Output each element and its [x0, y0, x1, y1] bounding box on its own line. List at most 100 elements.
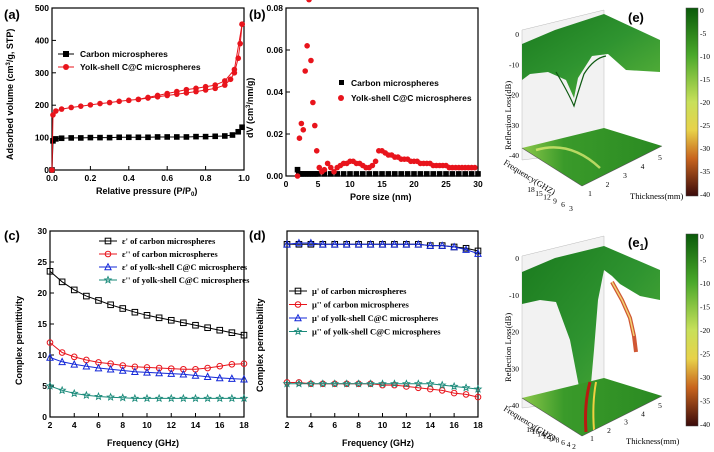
- series-line-c-3: [49, 357, 245, 380]
- data-point-a-2: [53, 108, 59, 114]
- frequency-tick-label-e: 9: [553, 196, 557, 205]
- colorbar-tick-label-e1: -10: [700, 279, 710, 288]
- data-point-d-1: [474, 247, 482, 255]
- data-point-b-1: [366, 171, 372, 177]
- data-point-b-2: [328, 164, 334, 171]
- data-point-d-4: [282, 379, 292, 388]
- data-point-a-1: [193, 133, 199, 140]
- data-point-c-1: [180, 319, 187, 327]
- data-point-d-4: [461, 383, 471, 392]
- data-point-b-1: [475, 171, 481, 177]
- data-point-b-1: [321, 171, 328, 177]
- data-point-b-2: [324, 160, 331, 167]
- data-point-b-1: [340, 171, 347, 177]
- data-point-c-3: [106, 364, 115, 373]
- data-point-c-4: [118, 393, 128, 402]
- x-axis-label-d: Frequency (GHz): [342, 438, 414, 448]
- legend-marker-d-3: [294, 313, 302, 322]
- data-point-c-1: [119, 305, 127, 312]
- z-ticks-e1: 0 -10 -20 -30 -40: [509, 254, 519, 410]
- data-point-c-3: [130, 367, 139, 376]
- data-point-d-2: [438, 387, 446, 394]
- data-point-c-3: [167, 369, 176, 377]
- frequency-tick-label-e1: 18: [526, 425, 534, 434]
- legend-marker-c-4: [103, 275, 113, 284]
- x-tick-label-c: 2: [48, 420, 53, 430]
- legend-d: μ' of carbon microspheres μ'' of carbon m…: [289, 286, 441, 337]
- data-point-d-2: [379, 381, 386, 389]
- data-point-a-1: [202, 133, 209, 140]
- data-point-a-2: [154, 93, 161, 100]
- data-point-c-3: [70, 359, 79, 368]
- series-line-c-4: [49, 385, 244, 399]
- data-point-c-1: [95, 297, 102, 304]
- data-point-a-2: [50, 112, 56, 118]
- x-axis-label-b: Pore size (nm): [350, 192, 412, 202]
- data-point-c-4: [227, 393, 237, 403]
- thickness-ticks-e: 1 2 3 4 5: [588, 153, 662, 198]
- x-tick-label-b: 5: [316, 179, 321, 189]
- data-point-a-2: [235, 55, 242, 62]
- data-point-c-1: [204, 324, 211, 332]
- data-point-c-3: [191, 371, 200, 379]
- data-point-b-1: [468, 171, 475, 177]
- data-point-a-2: [116, 98, 122, 105]
- data-point-c-2: [204, 364, 211, 372]
- data-point-a-1: [154, 134, 161, 140]
- colorbar-e1: [685, 233, 699, 427]
- colorbar-tick-label-e1: -25: [700, 350, 710, 359]
- series-line-c-1: [49, 270, 245, 336]
- data-point-a-2: [193, 88, 199, 95]
- panel-d: (d) 2 4 6 8 10 12 14 16 18 Frequency (GHz) Compl…: [249, 228, 483, 448]
- data-point-c-3: [58, 357, 67, 366]
- data-point-b-2: [321, 166, 328, 173]
- data-point-a-1: [68, 135, 74, 141]
- data-point-b-1: [462, 171, 468, 177]
- data-point-c-1: [228, 329, 236, 336]
- y-tick-label-c: 20: [38, 288, 48, 298]
- x-tick-label-d: 12: [402, 420, 412, 430]
- series-line-d-4: [287, 383, 479, 390]
- y-axis-label-b: dV (cm3/nm/g): [245, 78, 255, 138]
- y-tick-label-c: 25: [38, 257, 48, 267]
- data-point-b-2: [306, 0, 312, 3]
- data-point-d-3: [390, 239, 399, 248]
- data-point-d-4: [473, 384, 483, 393]
- data-point-d-3: [366, 239, 375, 248]
- data-point-b-1: [334, 171, 340, 177]
- legend-label-c-2: ε'' of carbon microspheres: [122, 249, 218, 259]
- z-axis-label-e: Reflection Loss(dB): [503, 81, 513, 150]
- axis-ticks-d: 2 4 6 8 10 12 14 16 18: [285, 413, 483, 430]
- y-tick-label-c: 30: [38, 226, 48, 236]
- data-point-b-1: [372, 171, 379, 177]
- data-point-b-1: [347, 171, 353, 177]
- panel-label-c: (c): [4, 228, 20, 243]
- data-point-c-2: [119, 362, 127, 369]
- data-point-c-4: [57, 385, 67, 395]
- data-point-a-1: [53, 136, 59, 142]
- frequency-tick-label-e1: 4: [567, 440, 571, 449]
- data-point-a-1: [222, 133, 228, 139]
- colorbar-tick-label-e1: -15: [700, 303, 710, 312]
- data-point-a-2: [68, 104, 74, 111]
- data-point-d-4: [306, 379, 316, 388]
- data-point-c-4: [106, 392, 116, 401]
- thickness-tick-label-e1: 2: [607, 426, 611, 435]
- x-tick-label-a: 0.0: [46, 173, 58, 183]
- data-point-b-1: [430, 171, 436, 177]
- series-layer-d: [282, 238, 483, 401]
- data-point-c-3: [46, 353, 54, 361]
- data-point-c-2: [143, 364, 151, 371]
- legend-a: Carbon microspheres Yolk-shell C@C micro…: [58, 49, 201, 72]
- y-tick-label-b: 0.04: [266, 87, 283, 97]
- data-point-d-4: [449, 381, 459, 391]
- data-point-c-2: [228, 361, 236, 368]
- x-tick-label-d: 16: [449, 420, 459, 430]
- data-point-d-3: [402, 239, 411, 248]
- data-point-d-3: [438, 241, 447, 249]
- data-point-b-1: [385, 171, 392, 177]
- x-tick-label-b: 25: [441, 179, 451, 189]
- data-point-c-4: [81, 390, 91, 400]
- data-point-c-4: [239, 393, 249, 403]
- series-line-d-2: [287, 382, 479, 398]
